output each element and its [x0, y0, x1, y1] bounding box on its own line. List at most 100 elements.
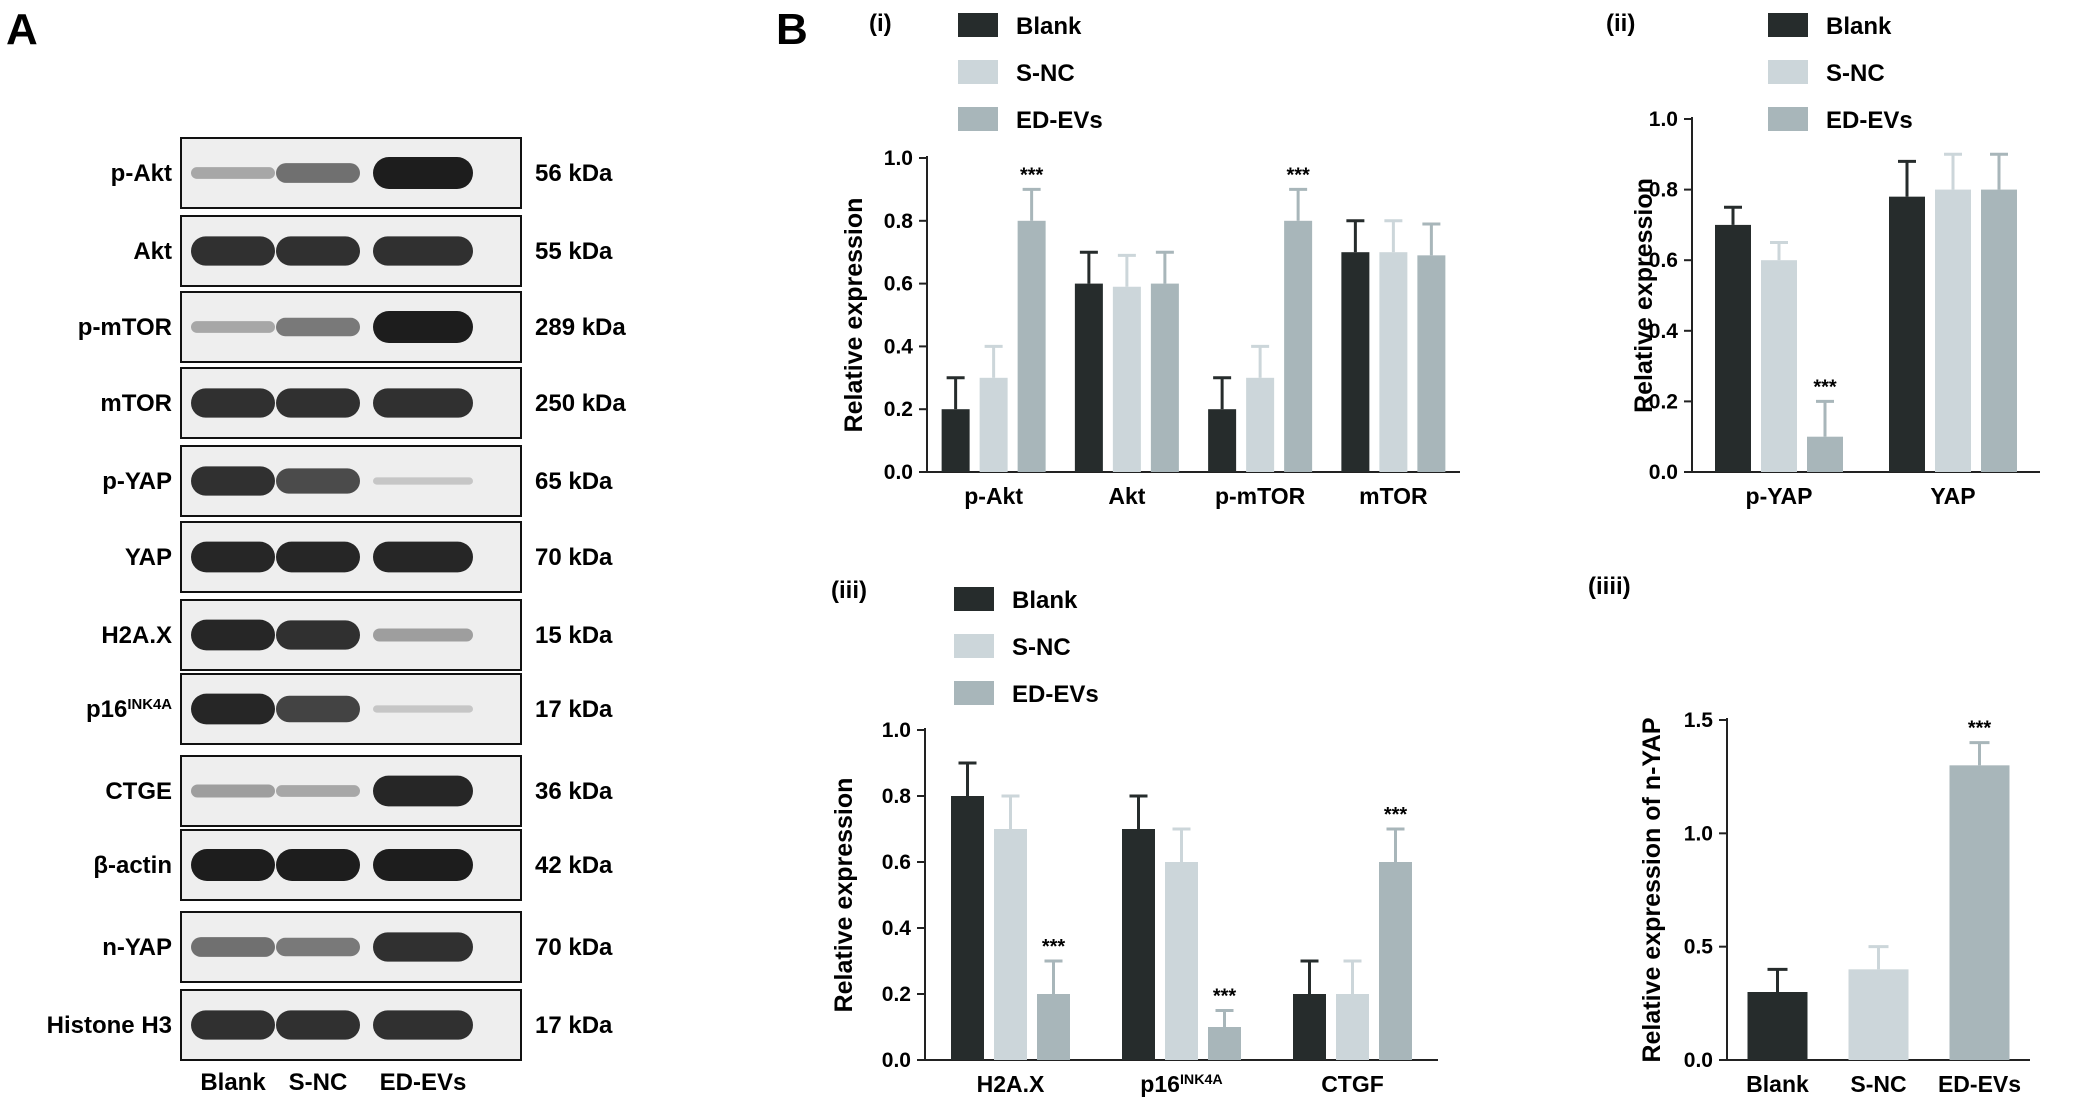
blot-band	[276, 695, 360, 723]
x-category-label: S-NC	[1850, 1071, 1906, 1097]
blot-band	[276, 468, 360, 494]
blot-kda: 70 kDa	[535, 934, 613, 961]
x-category-label: YAP	[1930, 483, 1975, 509]
y-tick-label: 1.0	[882, 719, 911, 742]
blot-label: YAP	[125, 544, 172, 571]
blot-band	[373, 236, 473, 266]
blot-kda: 250 kDa	[535, 390, 626, 417]
x-category-label: Akt	[1108, 483, 1145, 509]
lane-label: Blank	[200, 1069, 266, 1096]
blot-band	[191, 1010, 275, 1040]
bar	[1848, 969, 1909, 1060]
blot-band	[373, 628, 473, 642]
blot-row: YAP 70 kDa	[125, 521, 613, 593]
bar	[1165, 862, 1198, 1060]
western-blot-panel: p-Akt 56 kDa Akt 55 kDa p-mTOR 289 kDa mTOR 250…	[47, 137, 626, 1096]
y-tick-label: 0.5	[1684, 936, 1714, 959]
blot-row: p-YAP 65 kDa	[102, 445, 613, 517]
y-tick-label: 0.4	[882, 917, 912, 940]
chart-subtitle: (ii)	[1606, 10, 1635, 37]
blot-band	[276, 620, 360, 650]
x-category-label: ED-EVs	[1938, 1071, 2021, 1097]
blot-band	[276, 236, 360, 266]
legend-label: ED-EVs	[1826, 107, 1913, 134]
bar	[994, 829, 1027, 1060]
y-tick-label: 0.0	[1649, 461, 1678, 484]
blot-band	[373, 311, 473, 343]
bar	[1208, 409, 1237, 472]
blot-kda: 17 kDa	[535, 1012, 613, 1039]
blot-band	[373, 932, 473, 962]
bar	[941, 409, 970, 472]
blot-kda: 36 kDa	[535, 778, 613, 805]
bar	[1379, 862, 1412, 1060]
bar	[1208, 1027, 1241, 1060]
y-tick-label: 0.8	[1649, 179, 1679, 202]
bar	[1889, 196, 1925, 472]
y-tick-label: 1.5	[1684, 709, 1714, 732]
x-category-label: CTGF	[1321, 1071, 1384, 1097]
x-category-label: mTOR	[1359, 483, 1428, 509]
y-tick-label: 0.2	[882, 983, 911, 1006]
blot-kda: 70 kDa	[535, 544, 613, 571]
y-tick-label: 0.2	[1649, 390, 1678, 413]
legend-swatch	[958, 60, 998, 84]
bar	[1949, 765, 2010, 1060]
blot-band	[373, 157, 473, 189]
legend-swatch	[958, 13, 998, 37]
blot-band	[373, 1010, 473, 1040]
blot-band	[276, 163, 360, 183]
significance-marker: ***	[1042, 936, 1066, 958]
significance-marker: ***	[1020, 164, 1044, 186]
lane-label: ED-EVs	[380, 1069, 467, 1096]
x-category-sup: INK4A	[1180, 1072, 1223, 1088]
blot-label: n-YAP	[102, 934, 172, 961]
blot-band	[191, 167, 275, 179]
blot-kda: 42 kDa	[535, 852, 613, 879]
bar	[1284, 220, 1313, 472]
blot-kda: 65 kDa	[535, 468, 613, 495]
panel-b-letter: B	[776, 5, 808, 54]
bar	[1981, 189, 2017, 472]
significance-marker: ***	[1968, 718, 1992, 740]
blot-label: p-YAP	[102, 468, 172, 495]
blot-band	[191, 619, 275, 651]
bar	[1246, 377, 1275, 472]
blot-band	[373, 775, 473, 807]
blot-label: mTOR	[100, 390, 172, 417]
blot-row: Akt 55 kDa	[133, 215, 613, 287]
blot-kda: 17 kDa	[535, 696, 613, 723]
y-tick-label: 0.0	[884, 461, 913, 484]
blot-band	[276, 1010, 360, 1040]
blot-band	[191, 541, 275, 573]
legend-label: Blank	[1016, 13, 1082, 40]
blot-row: H2A.X 15 kDa	[101, 599, 613, 671]
legend-label: S-NC	[1826, 60, 1885, 87]
blot-row: β-actin 42 kDa	[93, 829, 613, 901]
legend-swatch	[1768, 107, 1808, 131]
y-tick-label: 0.6	[1649, 249, 1678, 272]
bar	[1807, 436, 1843, 472]
bar	[951, 796, 984, 1060]
blot-kda: 55 kDa	[535, 238, 613, 265]
y-tick-label: 0.0	[1684, 1049, 1713, 1072]
blot-band	[276, 317, 360, 337]
blot-band	[191, 236, 275, 266]
legend-label: ED-EVs	[1012, 681, 1099, 708]
chart-subtitle: (iii)	[831, 577, 867, 604]
y-axis-label: Relative expression	[1630, 178, 1658, 413]
panel-a-letter: A	[6, 5, 38, 54]
blot-band	[276, 937, 360, 957]
chart-subtitle: (iiii)	[1588, 573, 1631, 600]
blot-row: p16INK4A 17 kDa	[86, 673, 613, 745]
blot-kda: 15 kDa	[535, 622, 613, 649]
blot-label: p-mTOR	[78, 314, 172, 341]
blot-row: mTOR 250 kDa	[100, 367, 626, 439]
x-category-label: p-YAP	[1746, 483, 1813, 509]
x-category-label: p16INK4A	[1140, 1071, 1222, 1097]
y-axis-label: Relative expression	[840, 198, 868, 433]
blot-band	[191, 321, 275, 333]
x-category-label: Blank	[1746, 1071, 1809, 1097]
blot-band	[373, 477, 473, 485]
